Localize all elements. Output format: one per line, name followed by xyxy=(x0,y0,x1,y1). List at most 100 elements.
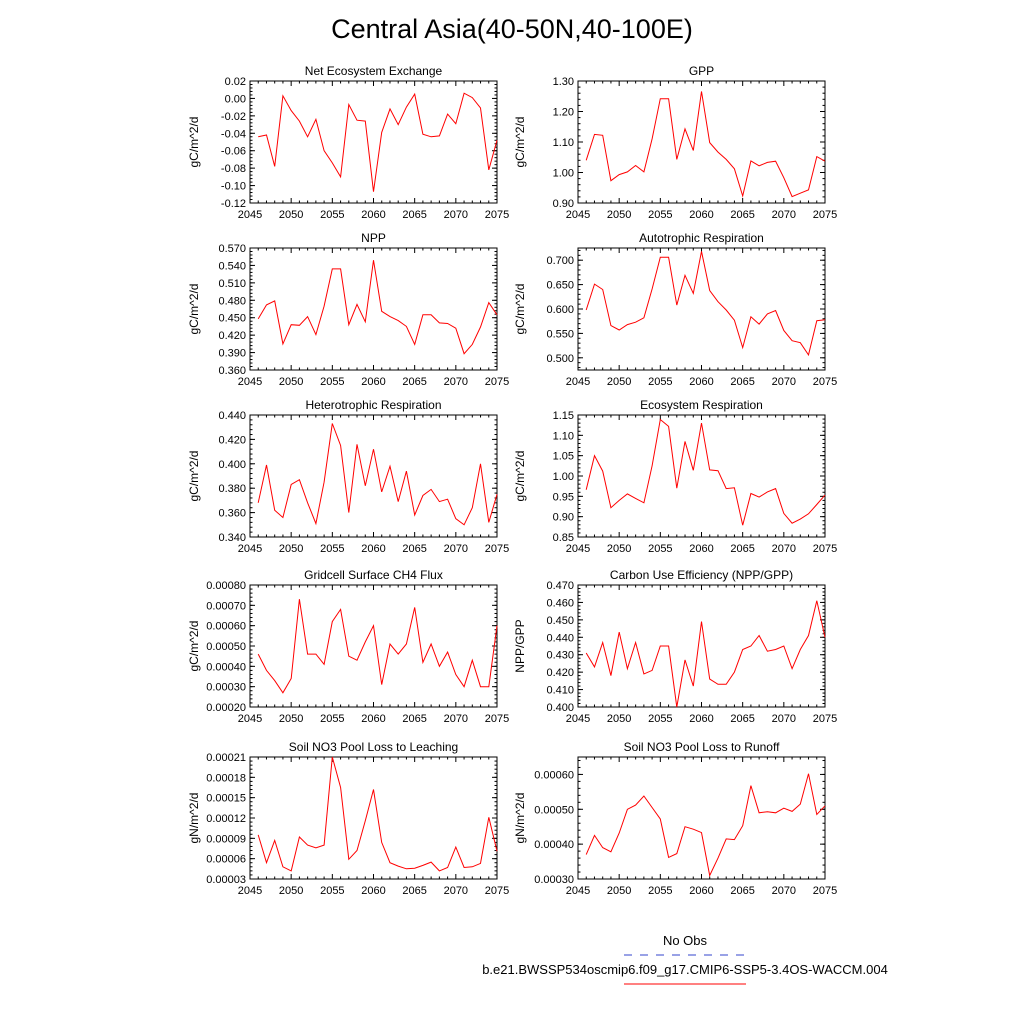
y-tick-label: 0.00018 xyxy=(206,772,246,784)
y-tick-label: 0.450 xyxy=(546,615,574,627)
y-tick-label: 0.360 xyxy=(218,508,246,520)
x-tick-label: 2075 xyxy=(485,713,509,725)
panel-title: Soil NO3 Pool Loss to Leaching xyxy=(289,740,458,754)
legend-obs-line xyxy=(624,954,746,956)
chart-panel-6: Ecosystem Respiration 2045 2050 2055 2060 206… xyxy=(513,398,837,555)
y-tick-label: 1.10 xyxy=(553,430,574,442)
x-tick-label: 2055 xyxy=(320,713,344,725)
plot-frame xyxy=(577,247,826,371)
plot-frame xyxy=(249,80,498,204)
x-tick-label: 2065 xyxy=(402,376,426,388)
x-tick-label: 2075 xyxy=(813,209,837,221)
x-tick-label: 2075 xyxy=(813,543,837,555)
y-tick-label: 0.540 xyxy=(218,260,246,272)
series-line xyxy=(257,756,498,872)
x-tick-label: 2075 xyxy=(485,376,509,388)
x-tick-label: 2070 xyxy=(772,885,796,897)
y-tick-label: 0.500 xyxy=(546,353,574,365)
y-tick-label: 0.700 xyxy=(546,255,574,267)
x-tick-label: 2055 xyxy=(320,543,344,555)
chart-panel-9: Soil NO3 Pool Loss to Leaching 2045 2050 20… xyxy=(187,740,509,897)
x-tick-label: 2045 xyxy=(566,376,590,388)
x-tick-label: 2070 xyxy=(444,885,468,897)
y-tick-label: 0.00040 xyxy=(206,661,246,673)
y-axis-label: gC/m^2/d xyxy=(513,451,527,502)
y-tick-label: 0.450 xyxy=(218,313,246,325)
y-tick-label: 0.420 xyxy=(218,330,246,342)
x-tick-label: 2070 xyxy=(772,713,796,725)
x-tick-label: 2075 xyxy=(485,543,509,555)
chart-panel-8: Carbon Use Efficiency (NPP/GPP) 2045 2050 2… xyxy=(513,568,837,725)
y-tick-label: 0.90 xyxy=(553,198,574,210)
plot-frame xyxy=(249,584,498,708)
x-tick-label: 2045 xyxy=(238,376,262,388)
x-tick-label: 2055 xyxy=(648,376,672,388)
y-tick-label: 0.00 xyxy=(225,93,246,105)
y-tick-label: 1.20 xyxy=(553,107,574,119)
x-tick-label: 2075 xyxy=(813,885,837,897)
x-tick-label: 2045 xyxy=(566,885,590,897)
y-tick-label: 0.00030 xyxy=(534,874,574,886)
y-tick-label: 0.90 xyxy=(553,512,574,524)
x-tick-label: 2045 xyxy=(566,543,590,555)
y-tick-label: 0.470 xyxy=(546,580,574,592)
x-tick-label: 2045 xyxy=(238,543,262,555)
y-tick-label: -0.06 xyxy=(221,146,246,158)
plot-frame xyxy=(249,756,498,880)
x-tick-label: 2055 xyxy=(648,209,672,221)
x-tick-label: 2050 xyxy=(279,543,303,555)
chart-panel-3: NPP 2045 2050 2055 2060 2065 2070 2075 0.360 0.39… xyxy=(187,231,509,388)
y-axis-label: gC/m^2/d xyxy=(187,117,201,168)
x-tick-label: 2050 xyxy=(607,209,631,221)
x-tick-label: 2060 xyxy=(361,376,385,388)
x-tick-label: 2060 xyxy=(361,209,385,221)
y-tick-label: 0.00003 xyxy=(206,874,246,886)
y-tick-label: 1.10 xyxy=(553,137,574,149)
x-tick-label: 2060 xyxy=(361,543,385,555)
y-axis-label: gC/m^2/d xyxy=(187,621,201,672)
x-tick-label: 2065 xyxy=(730,543,754,555)
y-tick-label: 0.00060 xyxy=(534,769,574,781)
x-tick-label: 2050 xyxy=(279,209,303,221)
x-tick-label: 2045 xyxy=(238,713,262,725)
series-line xyxy=(585,600,826,708)
chart-panel-1: Net Ecosystem Exchange 2045 2050 2055 2060 20… xyxy=(187,64,509,221)
y-tick-label: 0.380 xyxy=(218,483,246,495)
y-tick-label: 0.00030 xyxy=(206,682,246,694)
chart-panel-2: GPP 2045 2050 2055 2060 2065 2070 2075 0.90 1.00 1… xyxy=(513,64,837,221)
x-tick-label: 2050 xyxy=(279,713,303,725)
panel-title: Net Ecosystem Exchange xyxy=(305,64,443,78)
y-tick-label: 0.440 xyxy=(546,632,574,644)
y-tick-label: 0.410 xyxy=(546,685,574,697)
y-axis-label: NPP/GPP xyxy=(513,619,527,672)
y-tick-label: 0.360 xyxy=(218,365,246,377)
y-tick-label: 0.420 xyxy=(218,434,246,446)
series-line xyxy=(257,423,498,526)
figure-title: Central Asia(40-50N,40-100E) xyxy=(331,14,693,44)
x-tick-label: 2060 xyxy=(689,885,713,897)
chart-panel-10: Soil NO3 Pool Loss to Runoff 2045 2050 2055… xyxy=(513,740,837,897)
x-tick-label: 2055 xyxy=(648,713,672,725)
y-tick-label: -0.04 xyxy=(221,128,246,140)
chart-panel-4: Autotrophic Respiration 2045 2050 2055 2060 2… xyxy=(513,231,837,388)
x-tick-label: 2050 xyxy=(607,543,631,555)
y-tick-label: 0.420 xyxy=(546,667,574,679)
y-tick-label: 0.00070 xyxy=(206,600,246,612)
x-tick-label: 2070 xyxy=(444,376,468,388)
y-tick-label: 0.440 xyxy=(218,410,246,422)
panel-title: NPP xyxy=(361,231,386,245)
series-line xyxy=(257,260,498,355)
y-tick-label: 0.00006 xyxy=(206,854,246,866)
x-tick-label: 2050 xyxy=(607,713,631,725)
y-tick-label: 1.05 xyxy=(553,451,574,463)
series-line xyxy=(585,91,826,198)
x-tick-label: 2055 xyxy=(648,885,672,897)
y-tick-label: 0.00080 xyxy=(206,580,246,592)
panel-title: GPP xyxy=(689,64,714,78)
y-tick-label: 0.390 xyxy=(218,348,246,360)
panel-title: Carbon Use Efficiency (NPP/GPP) xyxy=(610,568,793,582)
y-tick-label: 0.02 xyxy=(225,76,246,88)
x-tick-label: 2065 xyxy=(730,209,754,221)
x-tick-label: 2065 xyxy=(730,885,754,897)
